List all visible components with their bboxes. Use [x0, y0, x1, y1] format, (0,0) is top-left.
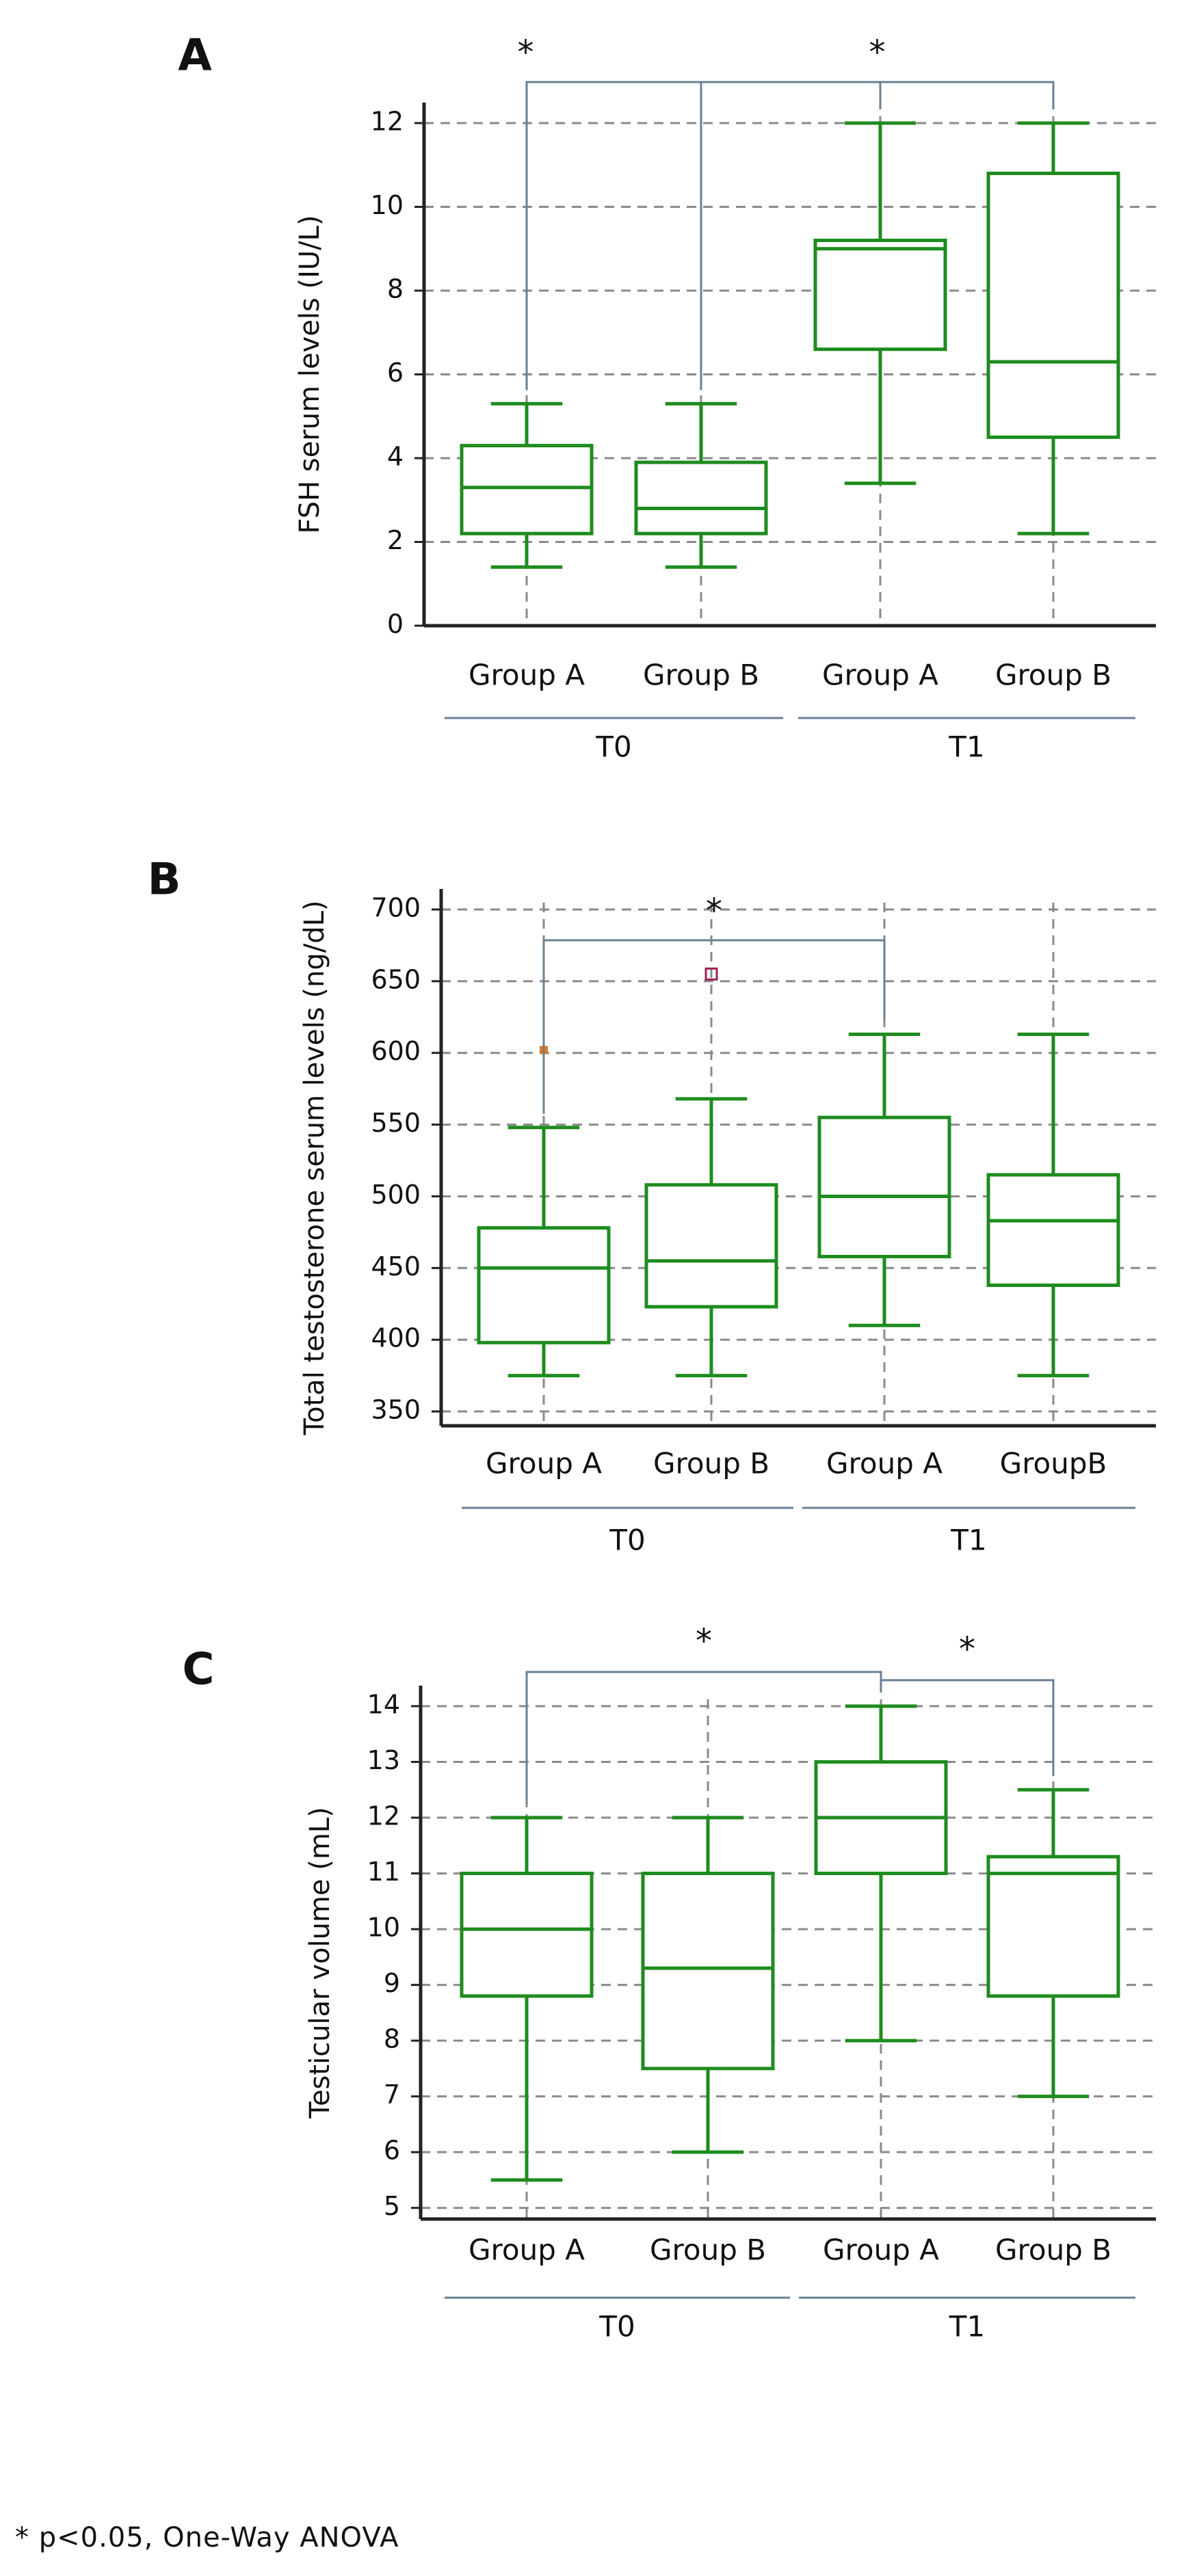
group-label: T1	[949, 2310, 985, 2343]
y-tick-label: 600	[371, 1036, 421, 1066]
y-tick-label: 7	[384, 2080, 400, 2110]
box-iqr	[460, 444, 594, 535]
panel-label: B	[148, 855, 181, 905]
x-category-label: Group A	[822, 659, 938, 692]
x-category-label: GroupB	[1000, 1447, 1107, 1480]
box-iqr	[477, 1226, 611, 1344]
y-tick-label: 6	[387, 358, 404, 388]
group-label: T0	[598, 2310, 635, 2343]
box-iqr	[460, 1872, 594, 1998]
panel-c: C Testicular volume (mL) 5 6 7 8 9 10 11 12 13 14 Gr…	[183, 1622, 1156, 2343]
y-tick-label: 4	[387, 442, 404, 472]
box-iqr	[986, 172, 1120, 439]
y-tick-label: 450	[371, 1251, 421, 1282]
x-category-label: Group B	[995, 659, 1111, 692]
box-plot-1	[460, 1816, 594, 2182]
significance-bracket: *	[700, 34, 1055, 390]
y-axis-title: FSH serum levels (IU/L)	[294, 215, 326, 533]
group-label: T0	[609, 1524, 645, 1557]
box-plot-2	[634, 401, 768, 569]
y-tick-label: 2	[387, 525, 404, 555]
y-axis-title: Total testosterone serum levels (ng/dL)	[299, 901, 330, 1436]
y-tick-label: 14	[367, 1690, 400, 1720]
y-tick-label: 10	[371, 190, 404, 220]
y-tick-label: 350	[371, 1395, 421, 1425]
significance-star: *	[518, 34, 534, 72]
box-plot-1	[477, 1126, 611, 1378]
y-tick-label: 12	[367, 1801, 400, 1831]
significance-star: *	[696, 1622, 712, 1660]
box-iqr	[641, 1872, 775, 2071]
significance-bracket: *	[542, 892, 886, 1114]
box-plot-3	[817, 1032, 951, 1327]
x-category-label: Group B	[653, 1447, 769, 1480]
y-tick-label: 5	[384, 2191, 400, 2221]
outlier-point	[704, 967, 718, 981]
y-tick-label: 6	[384, 2136, 400, 2166]
significance-bracket: *	[880, 1630, 1055, 1777]
y-tick-label: 8	[387, 274, 404, 304]
panel-a: A FSH serum levels (IU/L) 0 2 4 6 8 10 12 Group A…	[178, 31, 1156, 764]
y-tick-label: 700	[371, 893, 421, 923]
x-category-label: Group A	[469, 659, 585, 692]
box-iqr	[634, 460, 768, 535]
box-plot-2	[641, 1816, 775, 2154]
panel-label: A	[178, 31, 212, 81]
x-category-label: Group B	[995, 2233, 1111, 2267]
y-tick-label: 8	[384, 2024, 400, 2054]
box-plot-4	[986, 121, 1120, 535]
x-category-label: Group B	[650, 2233, 766, 2267]
y-tick-label: 11	[367, 1857, 400, 1887]
x-category-label: Group A	[826, 1447, 943, 1480]
y-tick-label: 0	[387, 609, 404, 639]
y-tick-label: 9	[384, 1968, 400, 1998]
box-plot-1	[460, 401, 594, 569]
box-iqr	[644, 1183, 778, 1309]
box-plot-4	[986, 1032, 1120, 1378]
bracket-line	[542, 939, 886, 1114]
bracket-line	[880, 1679, 1055, 1777]
box-iqr	[986, 1173, 1120, 1287]
y-tick-label: 650	[371, 964, 421, 994]
box-plot-3	[814, 1704, 948, 2043]
box-iqr	[817, 1115, 951, 1259]
group-label: T1	[950, 1524, 986, 1557]
x-category-label: Group A	[469, 2233, 585, 2267]
panel-label: C	[183, 1645, 215, 1695]
y-tick-label: 500	[371, 1180, 421, 1210]
bracket-line	[700, 81, 1055, 390]
y-tick-label: 13	[367, 1745, 400, 1775]
significance-star: *	[869, 34, 886, 72]
box-plot-2	[644, 1097, 778, 1378]
y-axis-title: Testicular volume (mL)	[304, 1807, 336, 2119]
significance-star: *	[706, 892, 722, 930]
group-label: T0	[595, 730, 631, 764]
box-plot-4	[986, 1788, 1120, 2099]
y-tick-label: 12	[371, 107, 404, 137]
group-label: T1	[948, 730, 984, 764]
box-iqr	[986, 1855, 1120, 1998]
y-tick-label: 10	[367, 1913, 400, 1943]
box-iqr	[813, 239, 947, 351]
y-tick-label: 550	[371, 1108, 421, 1138]
box-plot-3	[813, 121, 947, 486]
x-category-label: Group A	[823, 2233, 939, 2267]
significance-star: *	[959, 1630, 975, 1669]
x-category-label: Group A	[486, 1447, 602, 1480]
panel-b: B Total testosterone serum levels (ng/dL)…	[148, 855, 1156, 1557]
footnote: * p<0.05, One-Way ANOVA	[15, 2522, 399, 2553]
y-tick-label: 400	[371, 1323, 421, 1353]
x-category-label: Group B	[643, 659, 759, 692]
